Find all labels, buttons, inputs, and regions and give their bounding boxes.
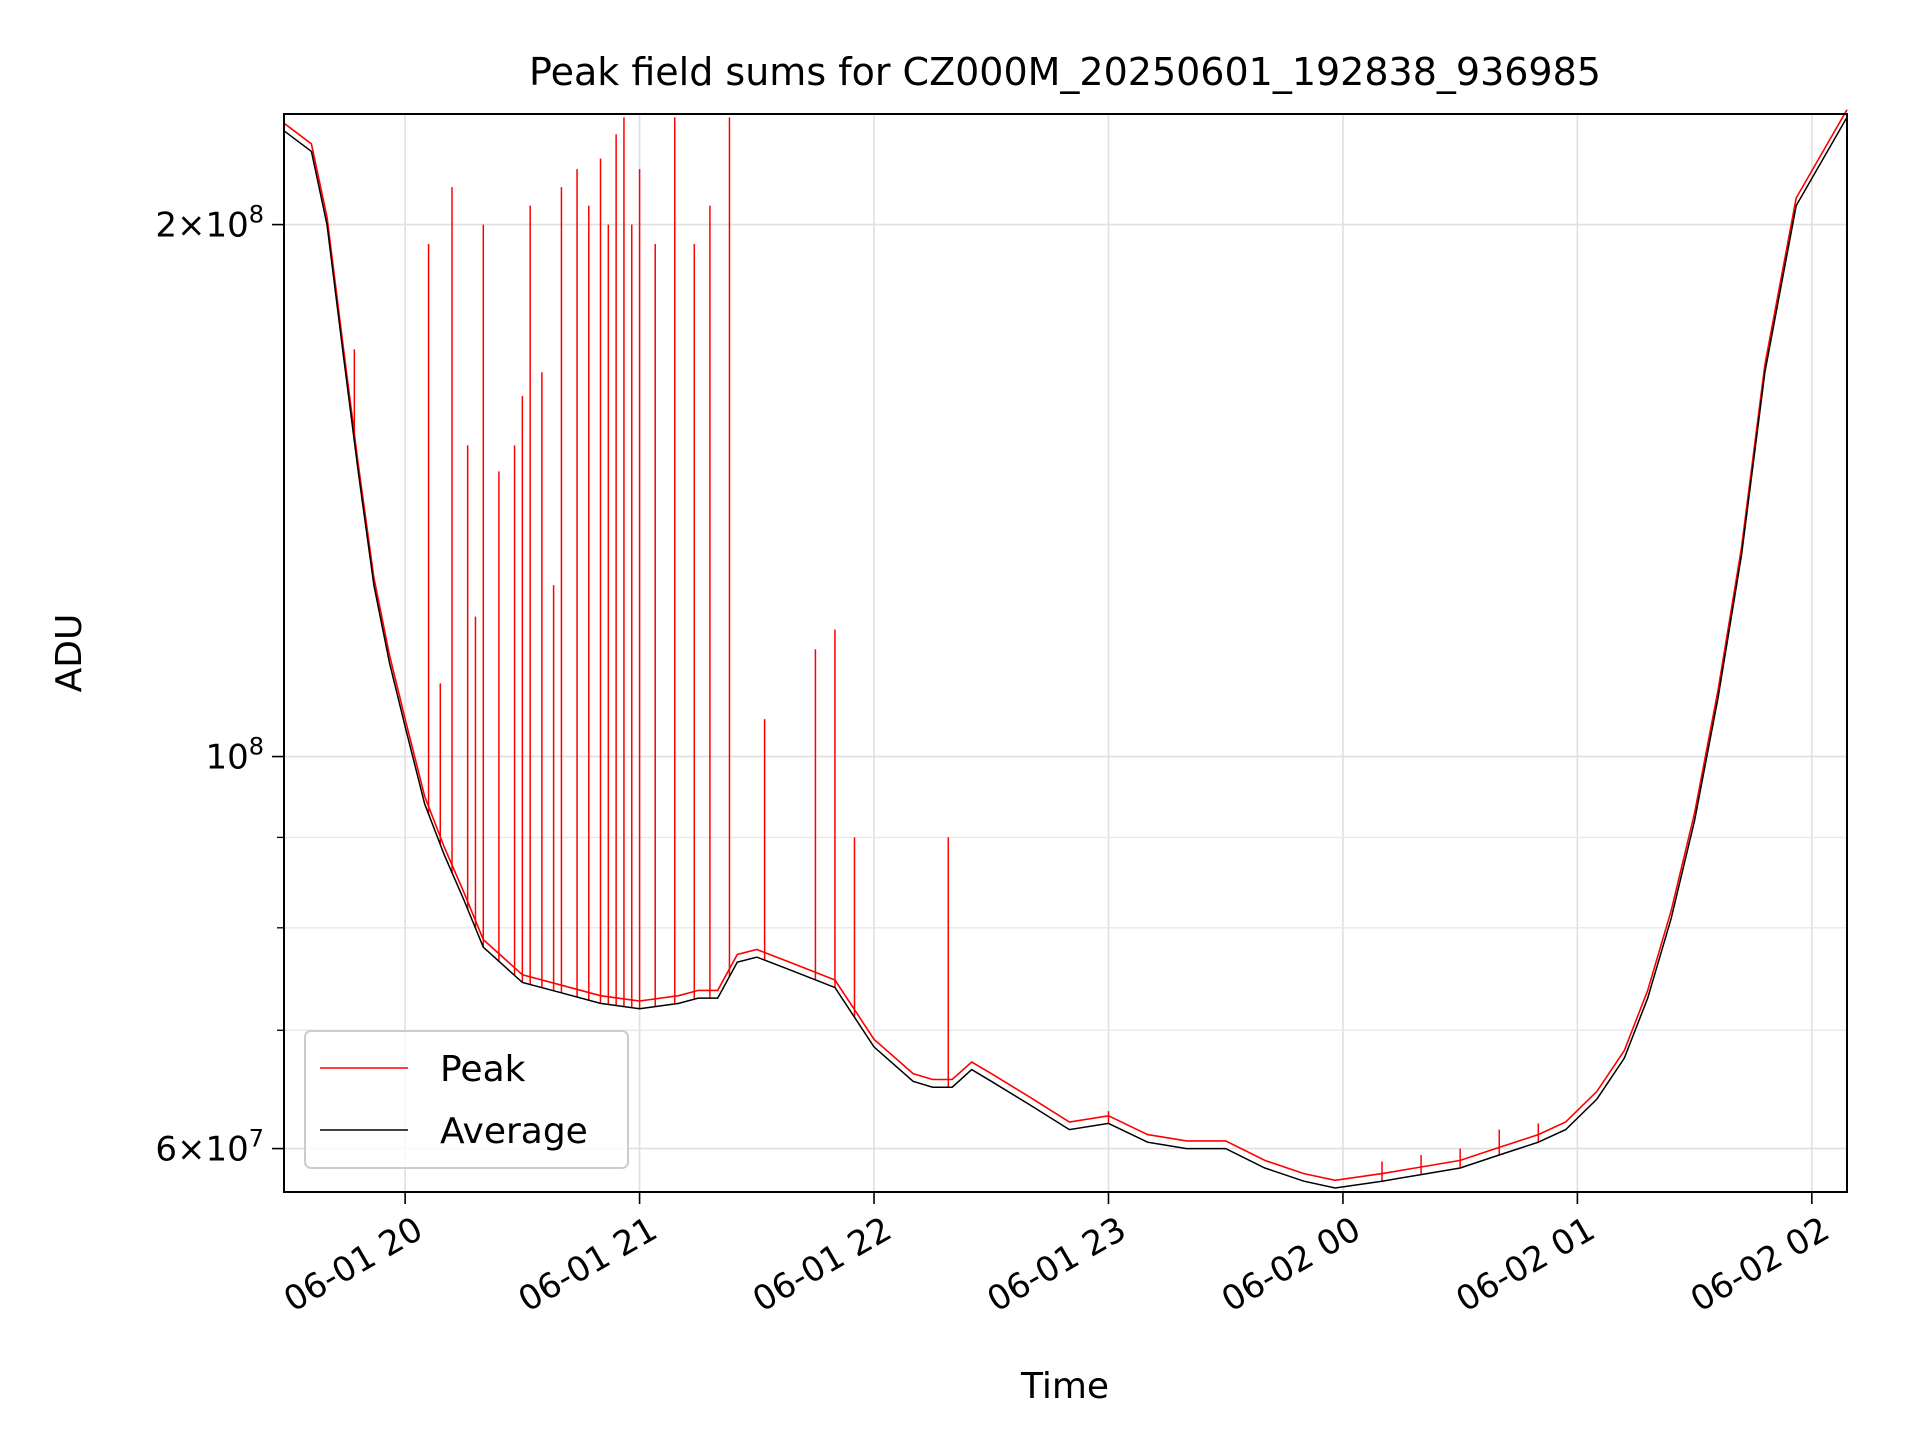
plot-frame bbox=[283, 113, 1848, 1193]
y-axis-label: ADU bbox=[49, 614, 90, 693]
x-axis-label: Time bbox=[1020, 1366, 1109, 1407]
legend-average-label: Average bbox=[440, 1111, 588, 1152]
y-tick-label: 6×107 bbox=[155, 1125, 264, 1170]
y-tick-label: 108 bbox=[205, 733, 264, 778]
legend-box bbox=[304, 1030, 629, 1169]
plot-area bbox=[283, 109, 1848, 1189]
legend: Peak Average bbox=[304, 1030, 629, 1169]
legend-peak-label: Peak bbox=[440, 1049, 526, 1090]
y-tick-label: 2×108 bbox=[155, 201, 264, 246]
series-average-line bbox=[283, 116, 1848, 1189]
chart-title: Peak field sums for CZ000M_20250601_1928… bbox=[529, 50, 1601, 94]
